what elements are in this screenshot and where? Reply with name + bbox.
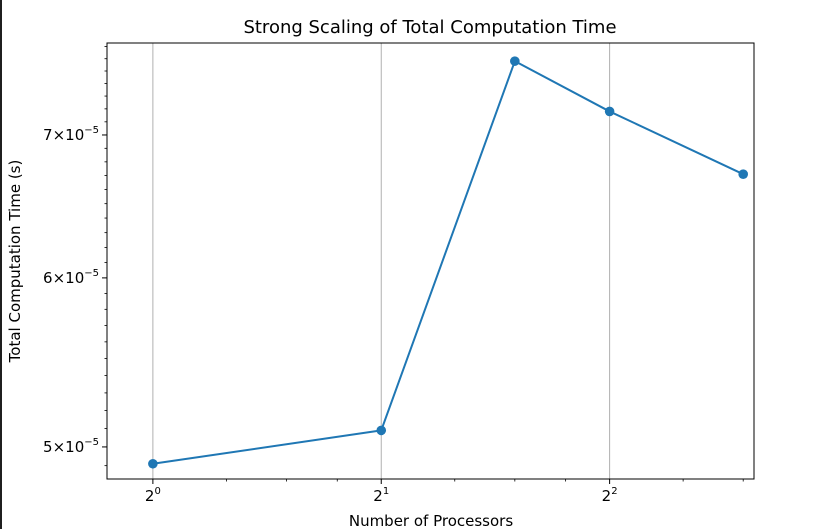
x-tick-base: 2 <box>373 487 383 505</box>
x-tick-label: 20 <box>145 486 161 505</box>
y-tick-exponent: −5 <box>84 437 99 448</box>
y-tick-exponent: −5 <box>84 268 99 279</box>
y-tick-mantissa: 6×10 <box>43 269 84 287</box>
window-edge <box>0 0 2 529</box>
y-tick-label: 5×10−5 <box>43 437 99 456</box>
x-tick-exponent: 1 <box>383 486 389 497</box>
chart-title: Strong Scaling of Total Computation Time <box>243 17 616 38</box>
data-point <box>148 458 158 469</box>
data-point <box>376 425 387 436</box>
series-layer <box>148 56 748 469</box>
y-tick-mantissa: 7×10 <box>43 126 84 144</box>
data-point <box>738 169 748 179</box>
x-tick-label: 21 <box>373 486 389 505</box>
y-tick-label: 6×10−5 <box>43 268 99 287</box>
x-tick-base: 2 <box>145 487 155 505</box>
x-tick-exponent: 0 <box>154 486 160 497</box>
y-tick-mantissa: 5×10 <box>43 438 84 456</box>
grid-lines <box>152 43 611 479</box>
x-axis-label: Number of Processors <box>349 512 513 529</box>
data-point <box>510 56 520 66</box>
y-tick-label: 7×10−5 <box>43 125 99 144</box>
plot-area-frame <box>106 42 755 480</box>
axis-ticks: 20 21 225×10−56×10−57×10−5 <box>43 46 744 505</box>
series-line <box>151 60 745 465</box>
x-tick-base: 2 <box>602 487 612 505</box>
y-tick-exponent: −5 <box>84 125 99 136</box>
data-point <box>604 106 615 117</box>
x-tick-exponent: 2 <box>611 486 617 497</box>
y-axis-label: Total Computation Time (s) <box>6 160 24 364</box>
x-tick-label: 22 <box>602 486 618 505</box>
